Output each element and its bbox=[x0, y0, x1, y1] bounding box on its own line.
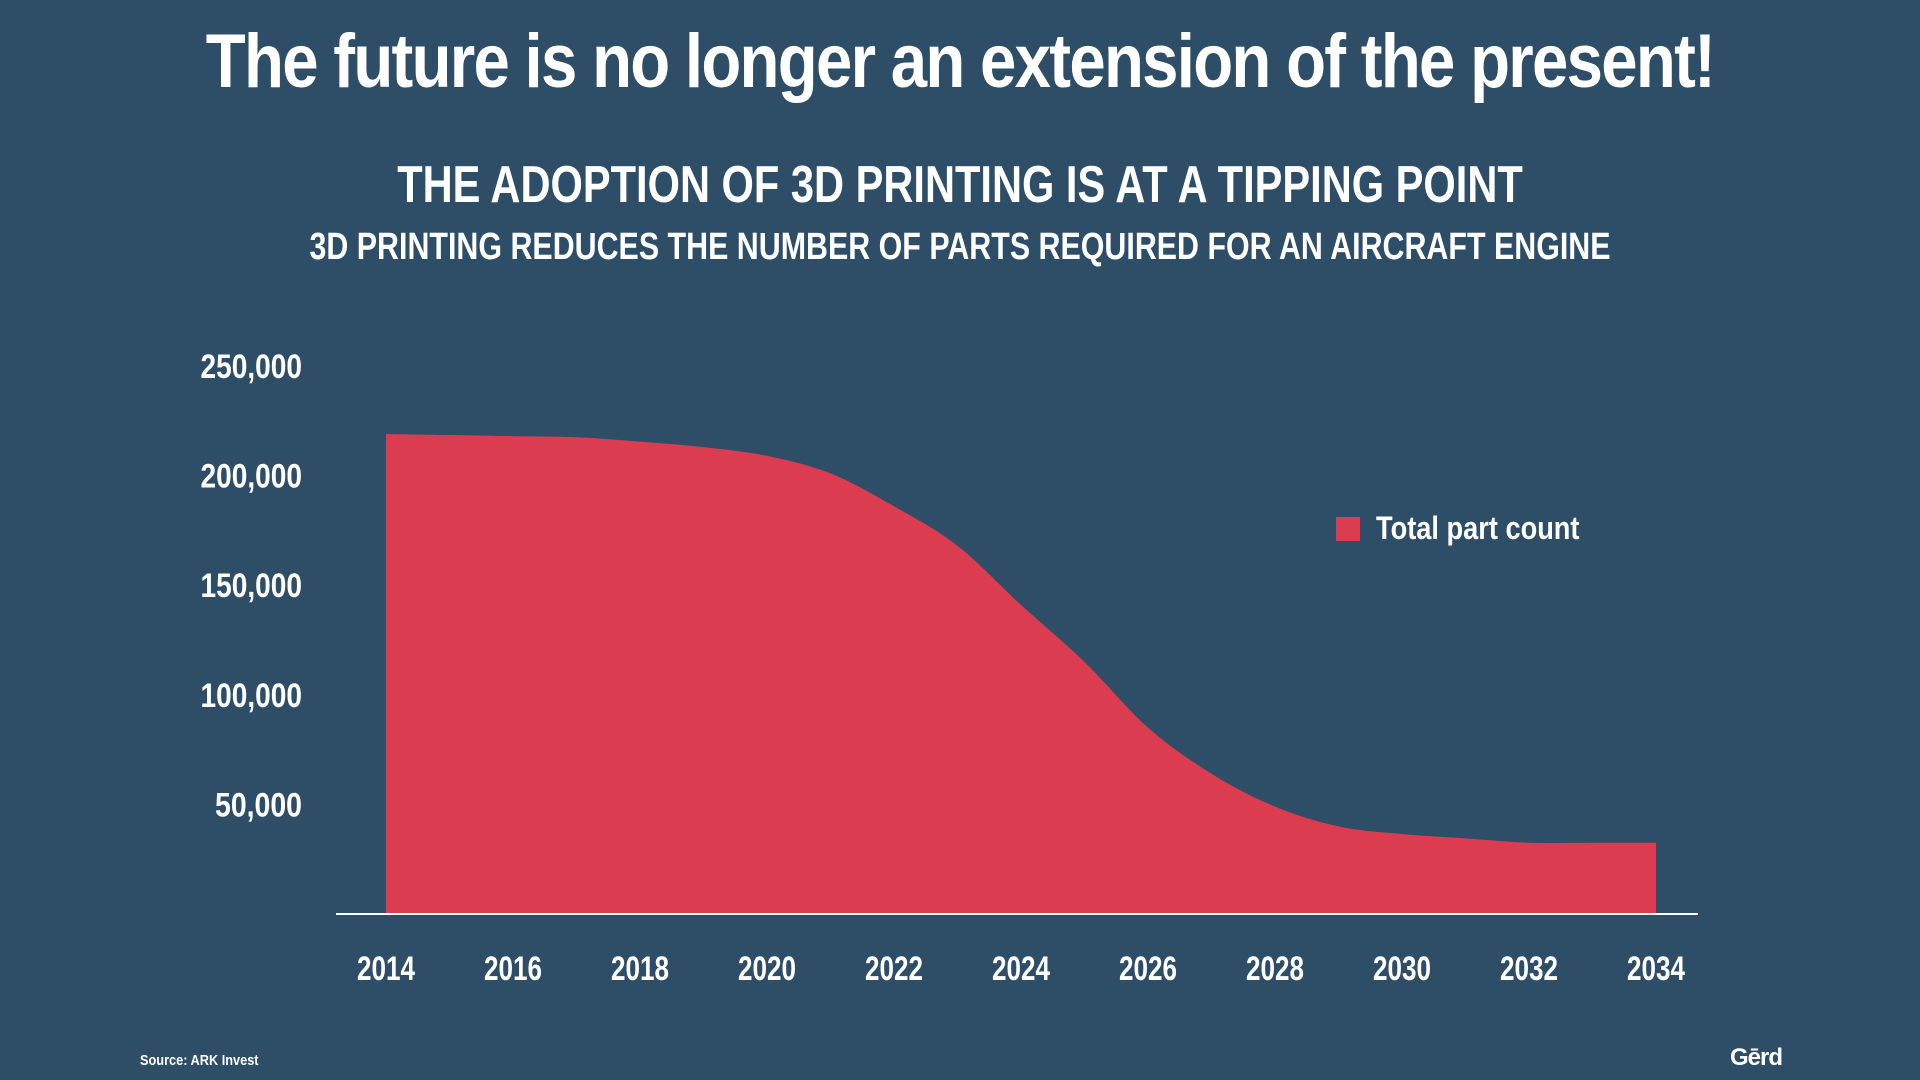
x-tick-label: 2032 bbox=[1500, 950, 1558, 988]
y-tick-label: 250,000 bbox=[201, 348, 303, 386]
y-tick-label: 50,000 bbox=[215, 786, 302, 824]
x-tick-label: 2028 bbox=[1246, 950, 1304, 988]
brand-logo: Gērd bbox=[1729, 1044, 1783, 1071]
y-tick-label: 100,000 bbox=[201, 677, 303, 715]
x-tick-label: 2022 bbox=[865, 950, 923, 988]
y-axis-ticks: 50,000 100,000 150,000 200,000 250,000 bbox=[201, 348, 303, 824]
legend-label: Total part count bbox=[1376, 510, 1580, 546]
x-tick-label: 2030 bbox=[1373, 950, 1431, 988]
x-tick-label: 2026 bbox=[1119, 950, 1177, 988]
legend-swatch bbox=[1336, 516, 1360, 541]
y-tick-label: 150,000 bbox=[201, 567, 303, 605]
x-tick-label: 2016 bbox=[484, 950, 542, 988]
x-tick-label: 2020 bbox=[738, 950, 796, 988]
x-tick-label: 2018 bbox=[611, 950, 669, 988]
x-tick-label: 2014 bbox=[357, 950, 415, 988]
x-axis-ticks: 2014 2016 2018 2020 2022 2024 2026 2028 2030 2032… bbox=[357, 950, 1685, 988]
legend: Total part count bbox=[1336, 510, 1615, 547]
chart-title: THE ADOPTION OF 3D PRINTING IS AT A TIPP… bbox=[397, 156, 1523, 214]
area-series-0 bbox=[386, 433, 1656, 914]
plot-area bbox=[386, 433, 1656, 914]
headline: The future is no longer an extension of … bbox=[205, 19, 1716, 104]
x-tick-label: 2024 bbox=[992, 950, 1050, 988]
source-note: Source: ARK Invest bbox=[140, 1052, 259, 1069]
y-tick-label: 200,000 bbox=[201, 458, 303, 496]
x-tick-label: 2034 bbox=[1627, 950, 1685, 988]
chart-subtitle: 3D PRINTING REDUCES THE NUMBER OF PARTS … bbox=[309, 226, 1611, 268]
